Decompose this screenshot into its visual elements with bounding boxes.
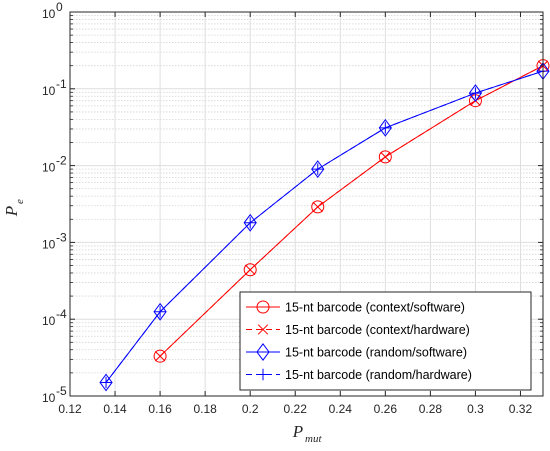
data-point xyxy=(311,200,325,214)
data-point xyxy=(154,306,166,318)
tick-labels: 0.12 0.14 0.16 0.18 0.2 0.22 0.24 0.26 0.28 0.3 0.… xyxy=(42,0,532,416)
data-point xyxy=(379,122,392,134)
data-point xyxy=(100,376,112,389)
legend-label: 15-nt barcode (random/software) xyxy=(285,346,467,360)
x-tick-label: 0.3 xyxy=(467,402,484,416)
legend-label: 15-nt barcode (random/hardware) xyxy=(285,368,472,382)
y-tick-label: 10 -5 xyxy=(42,384,67,405)
x-tick-label: 0.24 xyxy=(329,402,353,416)
y-tick-label: 10 -2 xyxy=(42,154,67,175)
legend-box xyxy=(239,291,532,391)
y-tick-label: 10 -3 xyxy=(42,230,67,251)
y-tick-base: 10 xyxy=(42,237,56,251)
x-tick-label: 0.18 xyxy=(193,402,217,416)
y-tick-label: 10 0 xyxy=(42,0,63,21)
y-tick-label: 10 -4 xyxy=(42,307,67,328)
data-point xyxy=(378,118,392,137)
x-tick-label: 0.22 xyxy=(284,402,308,416)
y-tick-label: 10 -1 xyxy=(42,77,67,98)
legend-marker xyxy=(256,343,270,361)
series-2 xyxy=(154,60,549,362)
data-point xyxy=(312,201,323,213)
y-axis-label: Pe xyxy=(2,199,26,217)
x-tick-label: 0.28 xyxy=(419,402,443,416)
data-point xyxy=(380,151,391,163)
data-point xyxy=(311,160,325,179)
y-axis-label-main: P xyxy=(2,206,21,217)
x-tick-label: 0.26 xyxy=(374,402,398,416)
x-tick-label: 0.32 xyxy=(509,402,533,416)
x-tick-label: 0.16 xyxy=(148,402,172,416)
data-point xyxy=(469,87,482,99)
legend-entry-3: 15-nt barcode (random/software) xyxy=(246,343,467,361)
data-point xyxy=(378,150,392,164)
axes-box xyxy=(69,11,544,397)
series-layer xyxy=(99,59,550,392)
axes-frame xyxy=(69,11,544,397)
x-tick-label: 0.14 xyxy=(103,402,127,416)
y-tick-base: 10 xyxy=(42,7,56,21)
x-tick-label: 0.2 xyxy=(242,402,259,416)
y-tick-exponent: -1 xyxy=(56,77,67,91)
legend-entry-1: 15-nt barcode (context/software) xyxy=(246,300,465,315)
data-point xyxy=(312,163,324,175)
y-tick-exponent: -4 xyxy=(56,307,67,321)
y-axis-label-subscript: e xyxy=(14,199,26,204)
legend: 15-nt barcode (context/software) 15-nt ba… xyxy=(239,291,532,391)
legend-entry-4: 15-nt barcode (random/hardware) xyxy=(246,368,472,382)
data-point xyxy=(245,264,256,275)
legend-marker xyxy=(257,324,269,335)
data-point xyxy=(153,302,167,321)
data-point xyxy=(468,84,483,103)
y-tick-exponent: -2 xyxy=(56,154,67,168)
x-axis-label-main: P xyxy=(292,422,303,441)
data-point xyxy=(99,373,113,392)
y-tick-exponent: -5 xyxy=(56,384,67,398)
data-point xyxy=(243,263,257,277)
legend-label: 15-nt barcode (context/hardware) xyxy=(285,323,470,337)
y-tick-base: 10 xyxy=(42,84,56,98)
legend-marker xyxy=(257,368,269,381)
data-point xyxy=(244,217,256,229)
x-axis-label-subscript: mut xyxy=(305,433,322,445)
legend-marker xyxy=(256,300,270,314)
x-tick-label: 0.12 xyxy=(58,402,82,416)
y-tick-base: 10 xyxy=(42,314,56,328)
legend-entry-2: 15-nt barcode (context/hardware) xyxy=(246,323,470,337)
y-tick-base: 10 xyxy=(42,391,56,405)
data-point xyxy=(154,351,166,362)
y-tick-exponent: 0 xyxy=(56,0,63,14)
data-point xyxy=(153,349,167,363)
series-line xyxy=(159,65,544,357)
y-tick-base: 10 xyxy=(42,161,56,175)
y-tick-exponent: -3 xyxy=(56,230,67,244)
legend-label: 15-nt barcode (context/software) xyxy=(285,301,465,315)
